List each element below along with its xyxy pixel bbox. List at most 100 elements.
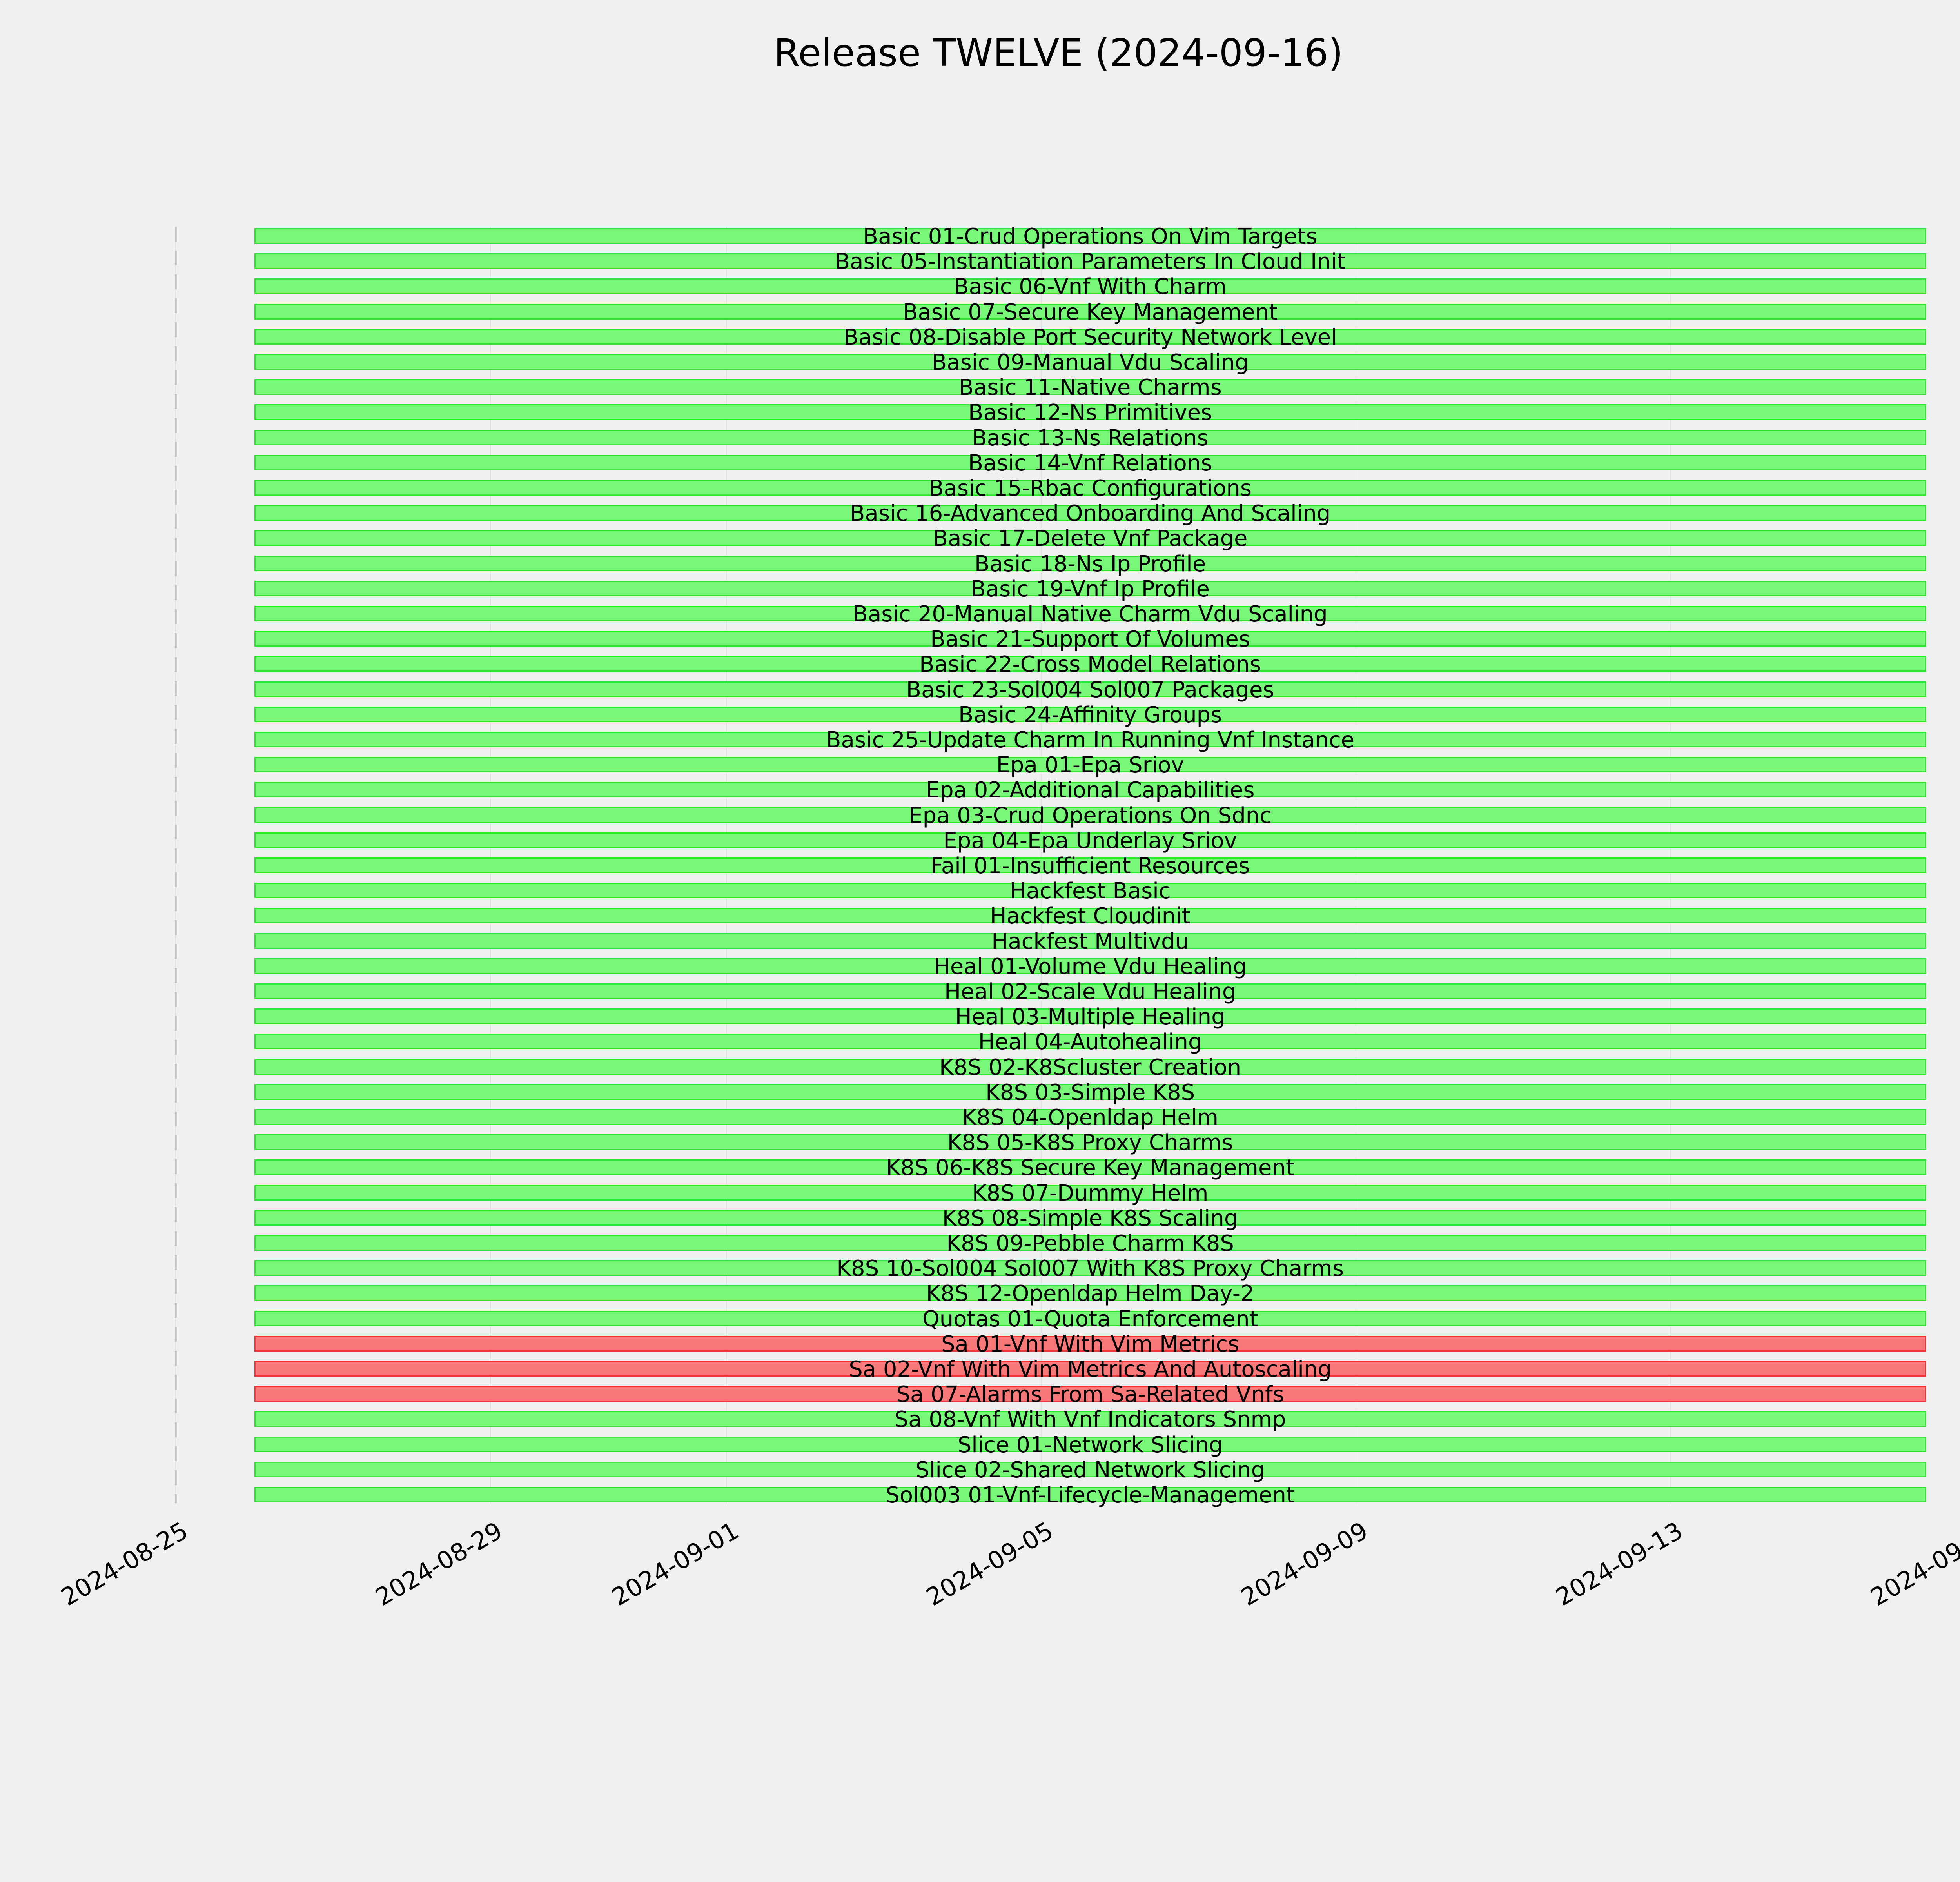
test-bar-label: Heal 01-Volume Vdu Healing: [933, 954, 1247, 979]
test-bar-pass: [254, 933, 1926, 949]
test-bar-pass: [254, 656, 1926, 672]
test-bar-pass: [254, 404, 1926, 420]
test-bar-label: Hackfest Cloudinit: [990, 903, 1191, 929]
test-bar-label: K8S 02-K8Scluster Creation: [939, 1054, 1241, 1080]
test-bar-pass: [254, 606, 1926, 621]
test-bar-pass: [254, 807, 1926, 823]
test-bar-pass: [254, 1184, 1926, 1201]
test-bar-pass: [254, 1487, 1926, 1502]
test-bar-label: Sa 02-Vnf With Vim Metrics And Autoscali…: [849, 1357, 1332, 1382]
test-bar-pass: [254, 354, 1926, 370]
test-bar-label: Epa 01-Epa Sriov: [996, 752, 1184, 778]
test-bar-label: Heal 03-Multiple Healing: [955, 1004, 1225, 1030]
test-bar-pass: [254, 1084, 1926, 1100]
test-bar-label: Basic 24-Affinity Groups: [958, 702, 1222, 728]
x-tick-label: 2024-09-05: [921, 1516, 1058, 1612]
test-bar-pass: [254, 505, 1926, 521]
test-bar-label: Epa 04-Epa Underlay Sriov: [943, 828, 1237, 854]
test-bar-pass: [254, 429, 1926, 445]
test-bar-pass: [254, 857, 1926, 873]
chart-title: Release TWELVE (2024-09-16): [773, 31, 1343, 75]
test-bar-pass: [254, 1059, 1926, 1075]
test-bar-fail: [254, 1386, 1926, 1402]
test-bar-pass: [254, 681, 1926, 697]
test-bar-label: Basic 11-Native Charms: [958, 375, 1222, 401]
test-bar-label: Heal 04-Autohealing: [978, 1029, 1202, 1055]
test-bar-label: K8S 03-Simple K8S: [985, 1079, 1195, 1105]
test-bar-label: Fail 01-Insufficient Resources: [930, 853, 1250, 879]
test-bar-label: K8S 12-Openldap Helm Day-2: [926, 1281, 1254, 1307]
test-bar-pass: [254, 303, 1926, 320]
test-bar-label: Basic 23-Sol004 Sol007 Packages: [906, 677, 1274, 703]
test-bar-pass: [254, 732, 1926, 747]
test-bar-label: Hackfest Multivdu: [991, 928, 1189, 954]
test-bar-label: Basic 12-Ns Primitives: [968, 400, 1212, 426]
test-bar-label: Basic 05-Instantiation Parameters In Clo…: [835, 249, 1346, 275]
test-bar-label: Sa 07-Alarms From Sa-Related Vnfs: [896, 1382, 1284, 1408]
test-bar-pass: [254, 1285, 1926, 1301]
test-bar-pass: [254, 580, 1926, 596]
test-bar-pass: [254, 782, 1926, 798]
test-bar-label: Basic 20-Manual Native Charm Vdu Scaling: [853, 601, 1328, 627]
x-tick-label: 2024-08-25: [56, 1516, 193, 1612]
test-bar-label: K8S 04-Openldap Helm: [962, 1105, 1218, 1130]
test-bar-label: Basic 06-Vnf With Charm: [954, 274, 1227, 300]
x-tick-label: 2024-09-01: [606, 1516, 744, 1612]
x-tick-label: 2024-09-09: [1236, 1516, 1373, 1612]
test-bar-label: Slice 01-Network Slicing: [957, 1432, 1223, 1458]
test-bar-label: Epa 03-Crud Operations On Sdnc: [909, 803, 1272, 828]
x-tick-label: 2024-09-13: [1551, 1516, 1688, 1612]
test-bar-label: Basic 15-Rbac Configurations: [929, 476, 1252, 501]
test-bar-fail: [254, 1361, 1926, 1377]
test-bar-pass: [254, 1109, 1926, 1125]
test-bar-label: Quotas 01-Quota Enforcement: [922, 1306, 1258, 1332]
test-bar-label: Slice 02-Shared Network Slicing: [915, 1457, 1265, 1483]
x-tick-label: 2024-08-29: [370, 1516, 508, 1612]
test-bar-pass: [254, 480, 1926, 496]
test-bar-pass: [254, 1235, 1926, 1251]
test-bar-label: K8S 05-K8S Proxy Charms: [947, 1130, 1233, 1156]
test-bar-pass: [254, 253, 1926, 269]
test-bar-label: Sol003 01-Vnf-Lifecycle-Management: [886, 1482, 1295, 1508]
test-bar-pass: [254, 908, 1926, 924]
test-bar-label: Basic 17-Delete Vnf Package: [933, 526, 1248, 552]
test-bar-label: K8S 09-Pebble Charm K8S: [946, 1231, 1234, 1256]
test-bar-label: Basic 25-Update Charm In Running Vnf Ins…: [826, 727, 1355, 753]
test-bar-label: Sa 01-Vnf With Vim Metrics: [941, 1331, 1240, 1357]
test-bar-label: Basic 21-Support Of Volumes: [930, 627, 1250, 652]
test-bar-pass: [254, 1008, 1926, 1025]
test-bar-pass: [254, 1436, 1926, 1452]
test-bar-pass: [254, 631, 1926, 647]
test-bar-label: Basic 08-Disable Port Security Network L…: [843, 324, 1337, 350]
test-bar-pass: [254, 1411, 1926, 1427]
test-bar-pass: [254, 1310, 1926, 1326]
x-tick-label: 2024-09-17: [1866, 1516, 1960, 1612]
test-bar-pass: [254, 706, 1926, 722]
test-bar-pass: [254, 1159, 1926, 1175]
test-bar-label: Basic 16-Advanced Onboarding And Scaling: [849, 501, 1331, 527]
test-bar-pass: [254, 983, 1926, 999]
test-bar-pass: [254, 1034, 1926, 1050]
test-bar-pass: [254, 329, 1926, 345]
test-bar-pass: [254, 228, 1926, 244]
test-bar-label: K8S 06-K8S Secure Key Management: [886, 1155, 1294, 1181]
test-bar-pass: [254, 1461, 1926, 1477]
test-bar-pass: [254, 1210, 1926, 1226]
test-bar-label: Basic 09-Manual Vdu Scaling: [931, 350, 1249, 375]
test-bar-fail: [254, 1335, 1926, 1352]
test-bar-label: Heal 02-Scale Vdu Healing: [944, 979, 1236, 1005]
test-bar-label: K8S 07-Dummy Helm: [972, 1180, 1209, 1206]
test-bar-pass: [254, 454, 1926, 470]
test-bar-pass: [254, 1134, 1926, 1150]
test-bar-pass: [254, 555, 1926, 571]
test-bar-label: K8S 10-Sol004 Sol007 With K8S Proxy Char…: [837, 1256, 1344, 1282]
test-bar-label: Basic 18-Ns Ip Profile: [974, 551, 1206, 577]
test-bar-label: Basic 19-Vnf Ip Profile: [971, 576, 1210, 602]
test-bar-label: Basic 01-Crud Operations On Vim Targets: [863, 224, 1318, 249]
test-bar-pass: [254, 530, 1926, 546]
test-bar-pass: [254, 379, 1926, 395]
test-bar-pass: [254, 278, 1926, 294]
test-bar-label: Hackfest Basic: [1009, 878, 1171, 904]
test-bar-pass: [254, 757, 1926, 773]
